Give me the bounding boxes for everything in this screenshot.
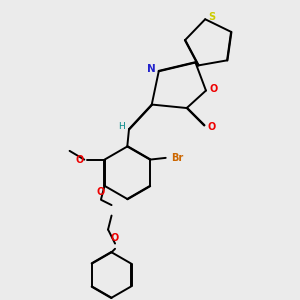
Text: Br: Br (171, 152, 183, 163)
Text: O: O (208, 122, 216, 132)
Text: H: H (118, 122, 125, 131)
Text: O: O (97, 187, 105, 197)
Text: O: O (76, 154, 84, 165)
Text: O: O (111, 233, 119, 243)
Text: S: S (208, 13, 215, 22)
Text: N: N (147, 64, 155, 74)
Text: O: O (209, 84, 218, 94)
